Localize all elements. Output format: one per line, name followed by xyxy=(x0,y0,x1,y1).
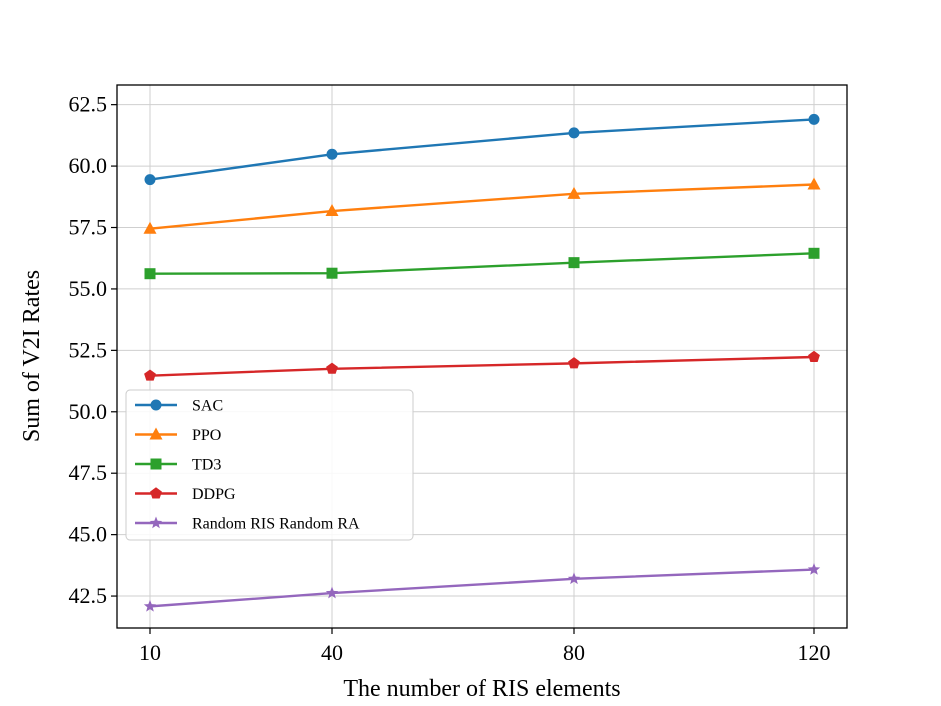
legend-entry: Random RIS Random RA xyxy=(135,516,360,533)
data-point xyxy=(325,586,339,599)
y-tick-label: 47.5 xyxy=(69,460,108,485)
legend-entry: DDPG xyxy=(135,486,236,503)
y-tick-label: 62.5 xyxy=(69,92,108,117)
series-line xyxy=(149,183,815,230)
legend-marker xyxy=(150,487,162,499)
y-tick-label: 45.0 xyxy=(69,522,108,547)
series-line xyxy=(149,118,815,181)
legend-label: DDPG xyxy=(192,486,236,503)
data-point xyxy=(567,572,581,585)
y-tick-label: 42.5 xyxy=(69,583,108,608)
series-random-ris-random-ra xyxy=(143,563,821,612)
legend-label: TD3 xyxy=(192,457,221,474)
x-tick-label: 80 xyxy=(563,640,585,665)
legend-label: SAC xyxy=(192,398,223,415)
series-ddpg xyxy=(144,350,820,381)
data-point xyxy=(807,177,821,190)
legend-marker xyxy=(149,516,163,529)
legend-marker xyxy=(150,399,162,411)
y-tick-label: 52.5 xyxy=(69,337,108,362)
legend-entry: PPO xyxy=(135,427,221,444)
legend-label: PPO xyxy=(192,427,221,444)
series-ppo xyxy=(143,177,821,234)
data-point xyxy=(143,221,157,234)
grid-lines xyxy=(117,85,847,628)
data-point xyxy=(568,127,580,139)
data-point xyxy=(567,186,581,199)
data-point xyxy=(144,174,156,186)
series-layer xyxy=(143,113,821,612)
legend-entry: TD3 xyxy=(135,457,221,474)
y-tick-label: 50.0 xyxy=(69,399,108,424)
series-line xyxy=(149,252,815,275)
data-point xyxy=(807,563,821,575)
data-point xyxy=(326,362,338,374)
data-point xyxy=(808,113,820,125)
data-point xyxy=(144,268,156,280)
data-point xyxy=(144,369,156,381)
data-point xyxy=(808,247,820,259)
x-tick-label: 10 xyxy=(139,640,161,665)
x-tick-label: 120 xyxy=(798,640,831,665)
y-tick-label: 60.0 xyxy=(69,153,108,178)
legend-marker xyxy=(149,427,163,440)
x-axis-label: The number of RIS elements xyxy=(343,676,620,702)
data-point xyxy=(326,148,338,160)
y-tick-label: 55.0 xyxy=(69,276,108,301)
data-point xyxy=(326,267,338,279)
x-tick-label: 40 xyxy=(321,640,343,665)
data-point xyxy=(325,204,339,217)
legend: SAC PPO TD3 DDPG Random RIS Random RA xyxy=(125,389,414,541)
data-point xyxy=(143,599,157,612)
plot-area-frame xyxy=(116,84,848,629)
series-sac xyxy=(144,113,820,186)
series-td3 xyxy=(144,247,820,280)
series-line xyxy=(149,355,815,377)
data-point xyxy=(808,350,820,363)
legend-label: Random RIS Random RA xyxy=(192,516,360,533)
legend-entry: SAC xyxy=(135,398,223,415)
y-tick-label: 57.5 xyxy=(69,215,108,240)
series-line xyxy=(149,568,815,608)
data-point xyxy=(568,257,580,269)
axes: 10 40 80 120 42.5 45.0 47.5 50.0 52.5 55.0 57.5 60.… xyxy=(69,92,831,665)
data-point xyxy=(568,357,580,369)
y-axis-label: Sum of V2I Rates xyxy=(19,270,45,442)
legend-marker xyxy=(150,458,162,470)
legend-box xyxy=(125,389,414,541)
